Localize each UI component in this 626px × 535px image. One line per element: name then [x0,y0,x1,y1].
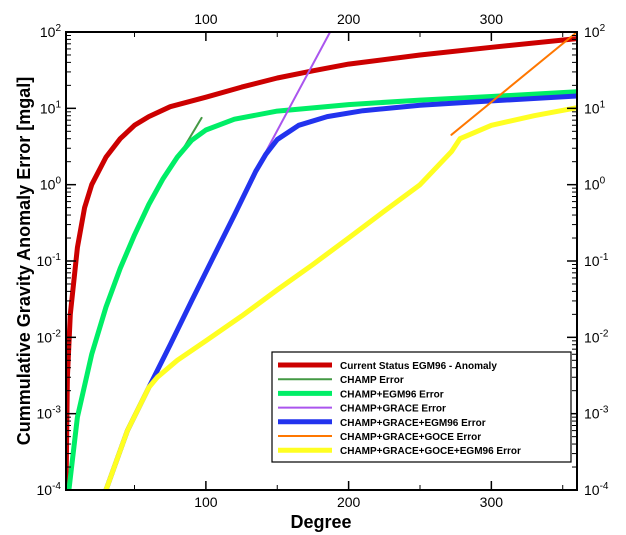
series-layer [66,32,577,490]
x-tick-label-top: 300 [480,11,504,27]
legend-label-1: Current Status EGM96 - Anomaly [340,361,497,372]
x-tick-label-bottom: 200 [337,494,361,510]
series-line-4 [262,32,332,159]
x-axis-title: Degree [290,512,351,532]
x-tick-label-top: 100 [194,11,218,27]
y-tick-label-right: 10-2 [584,328,609,345]
y-tick-label-right: 10-4 [584,481,609,498]
series-line-7 [103,105,577,490]
y-tick-label-left: 101 [40,99,62,116]
x-tick-label-bottom: 100 [194,494,218,510]
y-tick-label-left: 100 [40,176,62,193]
y-tick-label-left: 10-3 [37,405,62,422]
y-tick-label-right: 101 [584,99,606,116]
y-tick-label-left: 10-4 [37,481,62,498]
legend-label-4: CHAMP+GRACE Error [340,404,446,415]
y-tick-label-left: 10-1 [37,252,62,269]
legend-label-6: CHAMP+GRACE+GOCE Error [340,432,481,443]
legend: Current Status EGM96 - Anomaly CHAMP Erro… [271,351,572,463]
legend-label-5: CHAMP+GRACE+EGM96 Error [340,418,486,429]
y-tick-label-left: 10-2 [37,328,62,345]
x-tick-label-bottom: 300 [480,494,504,510]
y-tick-label-left: 102 [40,23,62,40]
legend-label-7: CHAMP+GRACE+GOCE+EGM96 Error [340,446,521,457]
series-line-1 [66,36,577,490]
y-axis-title: Cummulative Gravity Anomaly Error [mgal] [14,77,34,445]
y-tick-label-right: 10-3 [584,405,609,422]
legend-label-2: CHAMP Error [340,375,404,386]
legend-label-3: CHAMP+EGM96 Error [340,389,444,400]
axis-layer: 100 100 200 200 300 300 10-4 10-4 10-3 10-3 10-2 10… [37,11,609,510]
series-line-5 [103,93,577,490]
series-line-6 [450,32,577,136]
series-line-3 [66,89,577,490]
y-tick-label-right: 10-1 [584,252,609,269]
y-tick-label-right: 100 [584,176,606,193]
x-tick-label-top: 200 [337,11,361,27]
y-tick-label-right: 102 [584,23,606,40]
